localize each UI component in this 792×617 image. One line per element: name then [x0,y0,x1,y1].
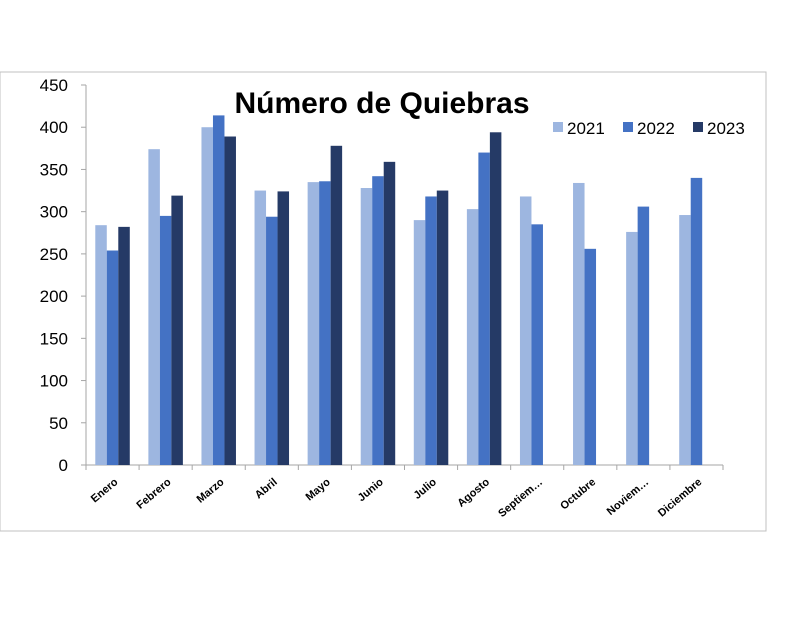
bar-2023-abril [277,191,290,465]
bar-2022-febrero [159,215,172,465]
legend-swatch-2021 [553,122,563,132]
y-axis: 0 50 100 150 200 250 300 350 400 450 [40,76,87,475]
bar-2021-noviem [626,231,638,465]
y-tick-label: 400 [40,118,68,137]
bar-2022-enero [106,250,119,465]
bar-2021-mayo [307,182,320,466]
bar-2021-julio [413,220,426,465]
y-tick-label: 0 [59,456,68,475]
y-tick-label: 100 [40,372,68,391]
legend: 2021 2022 2023 [553,119,745,138]
legend-label-2023: 2023 [707,119,745,138]
bar-2021-abril [254,190,267,465]
bar-2023-julio [436,190,449,465]
legend-label-2021: 2021 [567,119,605,138]
bar-2023-junio [383,161,396,465]
bar-2022-agosto [478,152,490,465]
y-tick-label: 350 [40,160,68,179]
bar-2022-julio [425,196,437,465]
bar-2023-marzo [224,136,236,465]
chart-title: Número de Quiebras [234,87,529,120]
legend-swatch-2023 [693,122,703,132]
bar-2021-febrero [148,149,160,465]
bar-2021-septiem [519,196,532,465]
bar-2022-septiem [531,224,543,465]
bar-2021-diciembre [679,215,691,465]
bar-2021-marzo [201,127,213,465]
y-tick-label: 50 [49,414,68,433]
bar-2022-abril [266,216,278,465]
bar-2021-octubre [573,182,585,465]
bar-2022-noviem [637,206,650,465]
bar-2022-mayo [319,181,331,465]
bar-2023-enero [118,226,130,465]
legend-swatch-2022 [623,122,633,132]
y-tick-label: 250 [40,245,68,264]
bars-group [95,115,703,466]
y-tick-label: 150 [40,329,68,348]
bar-2022-junio [372,176,384,465]
bar-2022-marzo [212,115,225,466]
bar-2022-diciembre [690,177,703,465]
bar-2022-octubre [584,248,597,465]
bar-2023-agosto [489,132,502,466]
legend-label-2022: 2022 [637,119,675,138]
bar-2023-mayo [330,145,343,466]
bar-2023-febrero [171,195,183,465]
y-tick-label: 200 [40,287,68,306]
bar-2021-agosto [466,209,479,465]
y-tick-label: 450 [40,76,68,95]
y-tick-label: 300 [40,203,68,222]
bar-2021-junio [360,188,373,465]
bar-2021-enero [95,225,107,465]
